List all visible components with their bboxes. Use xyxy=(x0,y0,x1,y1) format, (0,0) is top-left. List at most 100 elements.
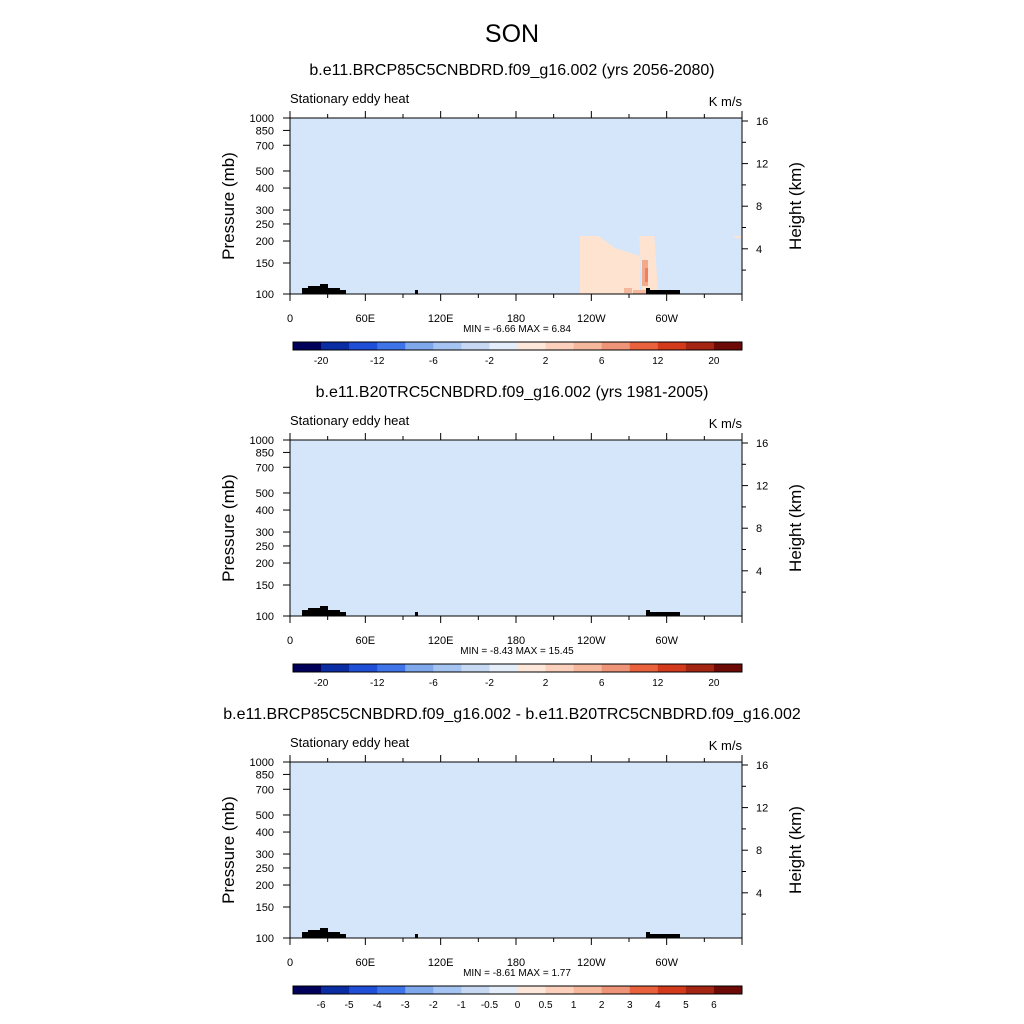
x-tick-label: 60E xyxy=(356,313,376,325)
colorbar-label: 0 xyxy=(515,1000,521,1011)
colorbar-swatch xyxy=(629,664,659,672)
field-background xyxy=(290,762,742,938)
y-tick-label: 100 xyxy=(256,611,274,623)
y-tick-label: 850 xyxy=(256,447,274,459)
colorbar-label: 20 xyxy=(708,678,720,689)
colorbar-swatch xyxy=(545,342,575,350)
panel-1-title: b.e11.BRCP85C5CNBDRD.f09_g16.002 (yrs 20… xyxy=(309,62,715,79)
y-tick-label: 300 xyxy=(256,527,274,539)
colorbar-swatch xyxy=(657,342,687,350)
x-tick-label: 120E xyxy=(428,313,454,325)
x-tick-label: 180 xyxy=(507,313,525,325)
y-right-tick-label: 4 xyxy=(756,566,762,578)
topography-block xyxy=(326,610,340,616)
colorbar-swatch xyxy=(685,664,715,672)
colorbar-frame xyxy=(292,663,743,673)
colorbar-swatch xyxy=(545,986,575,994)
panel-3-plot: Stationary eddy heat K m/s0 60E 120E 180 120W… xyxy=(219,735,805,1011)
colorbar-frame xyxy=(292,341,743,351)
min-max-stats: MIN = -8.43 MAX = 15.45 xyxy=(460,646,574,657)
y-tick-label: 150 xyxy=(256,258,274,270)
y-tick-label: 300 xyxy=(256,849,274,861)
topography xyxy=(302,606,680,616)
y-tick-label: 400 xyxy=(256,505,274,517)
x-tick-label: 180 xyxy=(507,957,525,969)
colorbar-swatch xyxy=(601,986,631,994)
colorbar-swatch xyxy=(349,342,378,350)
x-tick-label: 60E xyxy=(356,635,376,647)
y-axis-label: Pressure (mb) xyxy=(219,152,238,260)
x-tick-label: 60W xyxy=(655,957,678,969)
topography-block xyxy=(302,288,312,294)
units-label: K m/s xyxy=(709,738,743,753)
colorbar-label: -5 xyxy=(345,1000,354,1011)
colorbar-swatch xyxy=(405,664,434,672)
y-tick-label: 150 xyxy=(256,902,274,914)
colorbar-label: -6 xyxy=(429,356,438,367)
y-tick-label: 250 xyxy=(256,541,274,553)
y-tick-label: 200 xyxy=(256,236,274,248)
topography xyxy=(302,928,680,938)
x-tick-label: 0 xyxy=(287,635,293,647)
colorbar-label: 6 xyxy=(599,678,605,689)
topography xyxy=(302,284,680,294)
x-tick-label: 60W xyxy=(655,313,678,325)
topography-block xyxy=(308,286,320,294)
colorbar xyxy=(292,341,743,351)
field-background xyxy=(290,118,742,294)
colorbar-label: 2 xyxy=(543,356,549,367)
panel-1-plot: Stationary eddy heat K m/s 0 60E 120E 180 120W… xyxy=(219,91,805,367)
units-label: K m/s xyxy=(709,416,743,431)
units-label: K m/s xyxy=(709,94,743,109)
topography-block xyxy=(646,932,650,938)
x-tick-label: 60W xyxy=(655,635,678,647)
y-tick-label: 500 xyxy=(256,166,274,178)
topography-block xyxy=(302,610,312,616)
colorbar-swatch xyxy=(321,342,350,350)
colorbar-swatch xyxy=(601,342,631,350)
topography-block xyxy=(320,606,328,616)
colorbar-label: 5 xyxy=(683,1000,689,1011)
colorbar-label: -2 xyxy=(429,1000,438,1011)
field-background xyxy=(290,440,742,616)
subtitle-left: Stationary eddy heat xyxy=(290,735,410,750)
topography-block xyxy=(338,612,346,616)
y-right-tick-label: 16 xyxy=(756,116,768,128)
colorbar-swatch xyxy=(433,986,462,994)
colorbar-label: -4 xyxy=(373,1000,382,1011)
colorbar-swatch xyxy=(293,986,322,994)
colorbar-label: -2 xyxy=(485,678,494,689)
colorbar-swatch xyxy=(601,664,631,672)
y-tick-label: 850 xyxy=(256,125,274,137)
y-right-tick-label: 8 xyxy=(756,845,762,857)
colorbar-swatch xyxy=(321,664,350,672)
colorbar-swatch xyxy=(489,664,518,672)
y-right-tick-label: 16 xyxy=(756,760,768,772)
colorbar-label: -12 xyxy=(370,678,385,689)
colorbar-swatch xyxy=(433,342,462,350)
panel-2-title: b.e11.B20TRC5CNBDRD.f09_g16.002 (yrs 198… xyxy=(315,384,709,401)
positive-region xyxy=(580,236,640,294)
colorbar-swatch xyxy=(573,986,603,994)
positive-region xyxy=(734,236,742,238)
x-tick-label: 120E xyxy=(428,635,454,647)
y-tick-label: 250 xyxy=(256,219,274,231)
topography-block xyxy=(650,290,680,294)
topography-block xyxy=(650,612,680,616)
colorbar-swatch xyxy=(321,986,350,994)
colorbar-swatch xyxy=(629,342,659,350)
topography-block xyxy=(415,612,418,616)
colorbar-label: 12 xyxy=(652,356,664,367)
panel-3-title: b.e11.BRCP85C5CNBDRD.f09_g16.002 - b.e11… xyxy=(223,706,801,723)
y-tick-label: 400 xyxy=(256,827,274,839)
topography-block xyxy=(338,934,346,938)
colorbar-swatch xyxy=(545,664,575,672)
colorbar-swatch xyxy=(489,342,518,350)
y-tick-label: 700 xyxy=(256,462,274,474)
colorbar-label: -6 xyxy=(317,1000,326,1011)
surface-feature xyxy=(633,290,647,294)
x-tick-label: 120W xyxy=(577,635,606,647)
colorbar-swatch xyxy=(349,664,378,672)
y-tick-label: 700 xyxy=(256,140,274,152)
colorbar-label: 2 xyxy=(599,1000,605,1011)
